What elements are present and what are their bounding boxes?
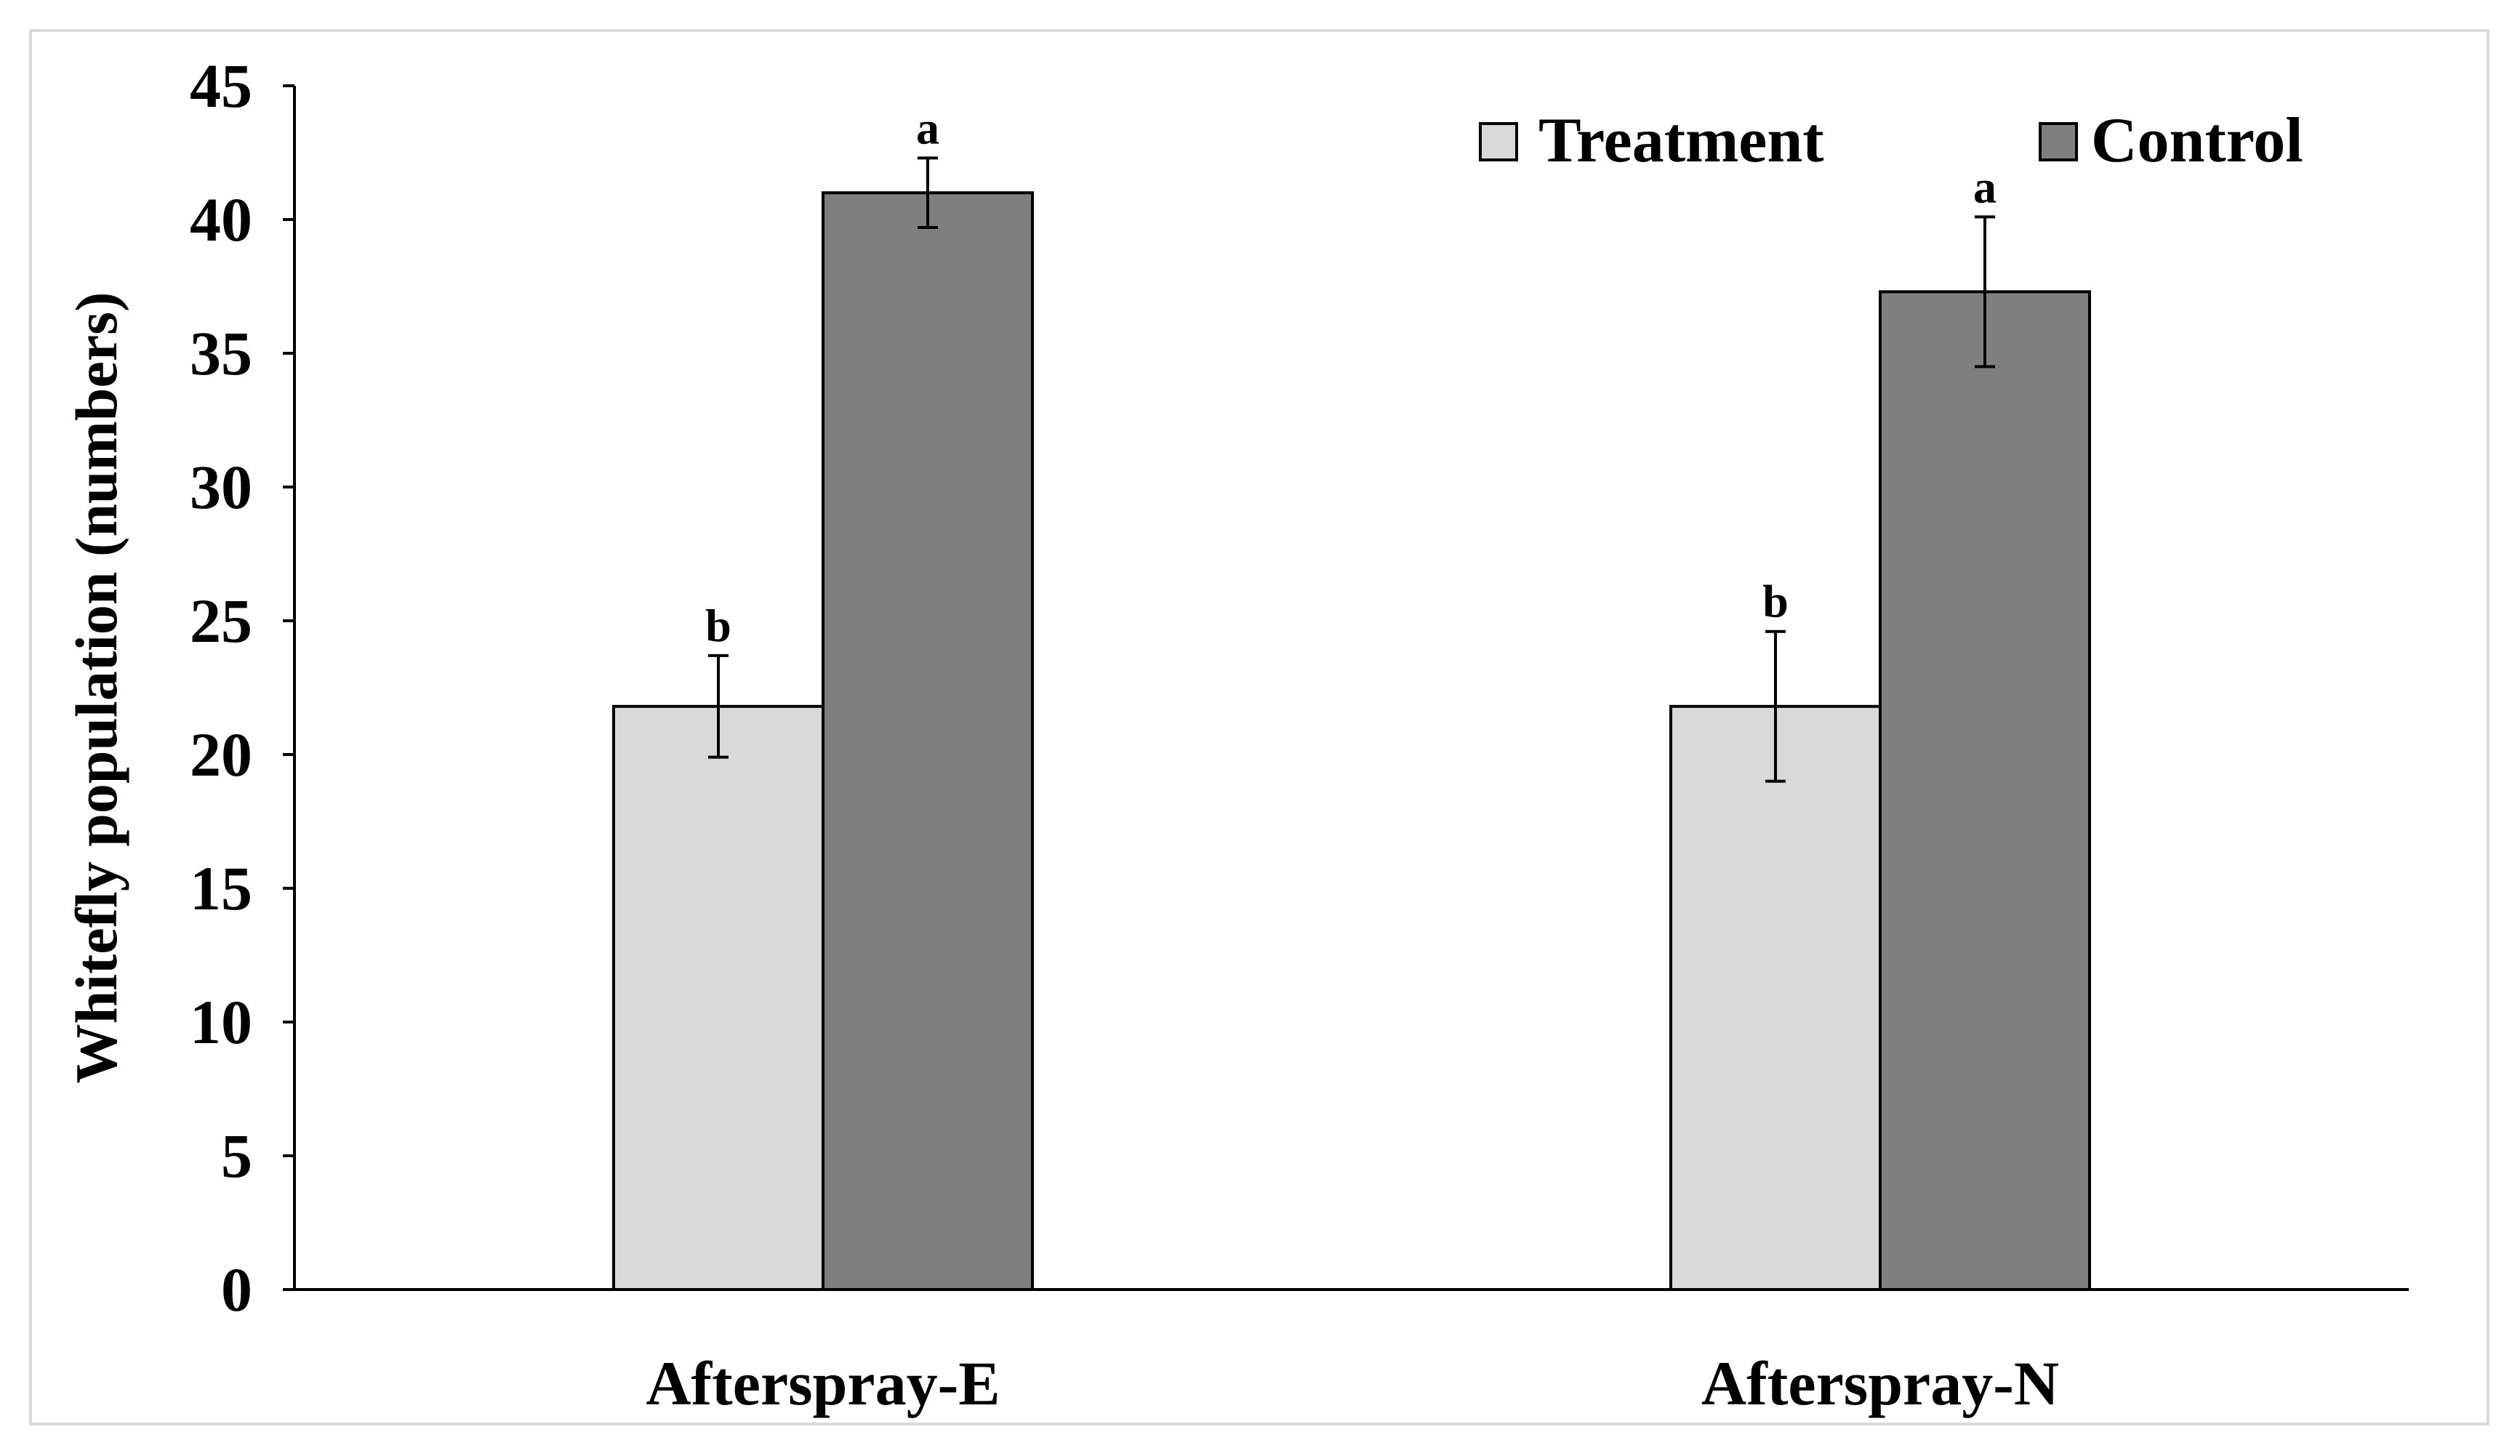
category-label: Afterspray-E (646, 1348, 1000, 1418)
y-tick-label: 0 (221, 1255, 252, 1324)
y-tick-label: 25 (190, 586, 252, 656)
bars (612, 191, 2091, 1292)
legend-swatch-control (2039, 122, 2078, 161)
significance-label: a (916, 102, 939, 153)
bar-treatment-0 (612, 704, 824, 1291)
legend-label-control: Control (2091, 105, 2303, 176)
legend-label-treatment: Treatment (1538, 105, 1824, 176)
y-tick-label: 5 (221, 1121, 252, 1191)
bar-treatment-1 (1669, 704, 1882, 1291)
error-bars (708, 156, 1995, 783)
significance-label: a (1973, 161, 1997, 212)
y-tick-label: 20 (190, 720, 252, 789)
x-axis-categories: Afterspray-E Afterspray-N (646, 1348, 2059, 1418)
significance-label: b (1762, 576, 1789, 627)
y-tick-label: 45 (190, 51, 252, 121)
significance-label: b (705, 600, 731, 651)
bar-control-1 (1879, 290, 2091, 1291)
y-tick-label: 15 (190, 853, 252, 923)
y-tick-label: 30 (190, 452, 252, 522)
y-tick-label: 35 (190, 318, 252, 388)
y-tick-label: 40 (190, 185, 252, 254)
category-label: Afterspray-N (1701, 1348, 2059, 1418)
significance-labels: b a b a (705, 102, 1997, 651)
y-axis-ticks: 0 5 10 15 20 25 30 35 40 45 (190, 51, 294, 1324)
legend-swatch-treatment (1479, 122, 1518, 161)
y-axis-title: Whitefly population (numbers) (63, 292, 129, 1084)
y-tick-label: 10 (190, 987, 252, 1057)
legend: Treatment Control (1479, 105, 2303, 176)
bar-control-0 (822, 191, 1034, 1292)
